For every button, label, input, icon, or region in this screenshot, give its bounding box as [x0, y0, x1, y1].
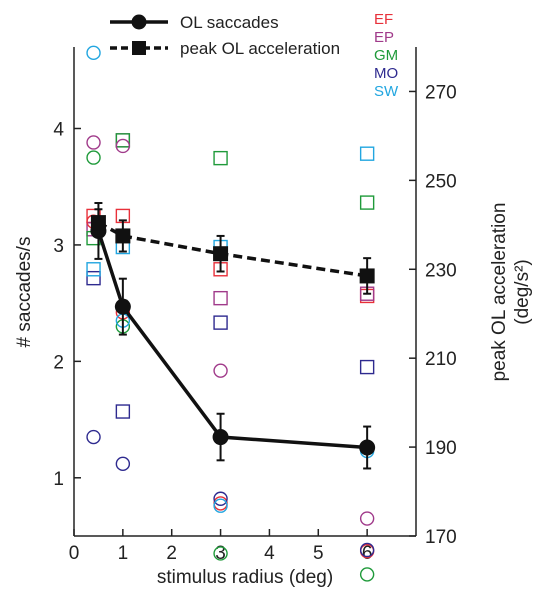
subject-circle-mo-2 — [213, 491, 228, 506]
subject-square-mo-0 — [86, 270, 101, 286]
mean-series — [90, 202, 376, 470]
subject-circle-gm-3 — [359, 567, 375, 582]
subject-square-mo-1 — [115, 404, 131, 419]
y-right-tick-label-250: 250 — [425, 171, 457, 192]
legend: OL saccades peak OL acceleration — [110, 13, 340, 58]
point-acceleration-2 — [213, 246, 229, 262]
subject-key-mo: MO — [374, 65, 398, 82]
x-tick-label-0: 0 — [69, 543, 80, 564]
y-axis-right-label-line1: peak OL acceleration — [489, 203, 510, 382]
point-acceleration-0 — [90, 215, 106, 231]
subject-circle-sw-0 — [86, 45, 101, 61]
subject-circle-mo-1 — [115, 456, 131, 472]
point-acceleration-3 — [359, 268, 375, 284]
x-tick-label-4: 4 — [264, 543, 275, 564]
y-left-tick-label-4: 4 — [53, 120, 64, 141]
y-right-tick-label-230: 230 — [425, 260, 457, 281]
point-saccades-1 — [114, 298, 131, 315]
y-right-tick-label-170: 170 — [425, 527, 457, 548]
legend-label-saccades: OL saccades — [180, 13, 279, 32]
subject-key-sw: SW — [374, 83, 399, 100]
x-tick-label-5: 5 — [313, 543, 324, 564]
y-right-tick-label-190: 190 — [425, 438, 457, 459]
subject-circle-mo-3 — [359, 542, 375, 558]
x-axis-label: stimulus radius (deg) — [157, 567, 333, 588]
series-line-saccades — [96, 230, 368, 450]
y-left-ticks: 1 2 3 4 — [53, 120, 81, 490]
x-tick-label-2: 2 — [166, 543, 177, 564]
subject-key-ep: EP — [374, 29, 394, 46]
legend-marker-acceleration — [132, 41, 146, 55]
subject-circle-ep-0 — [86, 135, 101, 150]
subject-circle-sw-2 — [213, 498, 228, 513]
subject-circle-ep-2 — [213, 363, 228, 378]
legend-label-acceleration: peak OL acceleration — [180, 39, 340, 58]
point-saccades-2 — [212, 429, 229, 446]
point-saccades-3 — [359, 439, 376, 456]
y-left-tick-label-3: 3 — [53, 236, 64, 257]
subject-square-gm-2 — [213, 150, 228, 166]
subject-key-gm: GM — [374, 47, 398, 64]
subject-square-sw-0 — [86, 262, 101, 277]
subject-square-gm-3 — [359, 195, 375, 210]
subject-circle-gm-2 — [213, 546, 228, 561]
y-axis-right-label-line2: (deg/s²) — [512, 259, 533, 324]
subject-circle-gm-0 — [86, 150, 101, 165]
legend-marker-saccades — [131, 14, 147, 30]
subject-square-gm-1 — [115, 133, 131, 148]
x-tick-label-3: 3 — [215, 543, 226, 564]
subject-square-mo-3 — [359, 359, 375, 375]
subject-key-ef: EF — [374, 11, 393, 28]
y-right-tick-label-270: 270 — [425, 82, 457, 103]
y-axis-left-label: # saccades/s — [14, 237, 35, 348]
subject-circle-ep-3 — [359, 511, 375, 526]
y-right-ticks: 170 190 210 230 250 270 — [409, 82, 457, 548]
y-left-tick-label-1: 1 — [53, 469, 64, 490]
subject-square-ep-2 — [213, 290, 228, 306]
subject-square-mo-2 — [213, 315, 228, 330]
subject-circle-mo-0 — [86, 429, 101, 445]
subject-circle-ep-1 — [115, 138, 131, 154]
subject-square-sw-3 — [359, 146, 375, 161]
x-tick-label-1: 1 — [118, 543, 129, 564]
subject-square-ep-1 — [115, 133, 131, 148]
series-line-acceleration — [97, 221, 368, 278]
x-ticks: 0 1 2 3 4 5 6 — [69, 529, 373, 564]
subject-key: EF EP GM MO SW — [374, 11, 399, 100]
y-left-tick-label-2: 2 — [53, 352, 64, 373]
point-acceleration-1 — [115, 228, 131, 244]
y-right-tick-label-210: 210 — [425, 349, 457, 370]
x-tick-label-6: 6 — [362, 543, 373, 564]
